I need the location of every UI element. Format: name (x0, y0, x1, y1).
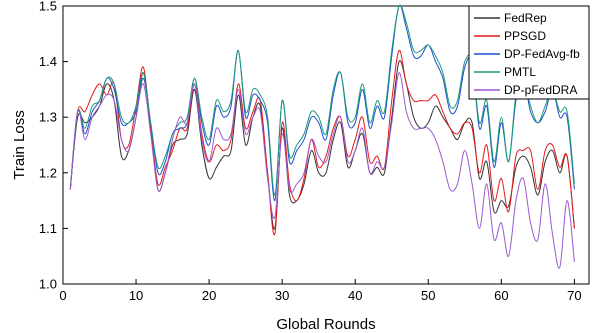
x-tick-label: 50 (421, 288, 435, 303)
y-axis-title: Train Loss (11, 110, 28, 179)
x-tick-label: 10 (129, 288, 143, 303)
legend: FedRep PPSGD DP-FedAvg-fb PMTL DP-pFedDRA (468, 5, 590, 100)
x-tick-label: 30 (275, 288, 289, 303)
legend-box (468, 5, 590, 100)
legend-label: FedRep (504, 11, 547, 25)
legend-label: DP-pFedDRA (504, 83, 577, 97)
y-tick-label: 1.1 (39, 221, 57, 236)
x-tick-label: 70 (567, 288, 581, 303)
y-tick-label: 1.0 (39, 277, 57, 292)
series-line-dp-pfeddra (69, 72, 575, 269)
x-axis-title: Global Rounds (276, 316, 375, 333)
plot-frame (62, 5, 590, 285)
x-tick-label: 60 (494, 288, 508, 303)
y-tick-label: 1.4 (39, 54, 57, 69)
legend-label: DP-FedAvg-fb (504, 47, 580, 61)
series-line-pmtl (69, 4, 575, 196)
x-tick-label: 20 (202, 288, 216, 303)
x-tick-label: 0 (59, 288, 66, 303)
legend-label: PPSGD (504, 29, 546, 43)
x-tick-label: 40 (348, 288, 362, 303)
y-tick-label: 1.3 (39, 110, 57, 125)
y-tick-label: 1.2 (39, 165, 57, 180)
legend-label: PMTL (504, 65, 536, 79)
series-line-ppsgd (69, 49, 575, 236)
y-tick-label: 1.5 (39, 0, 57, 14)
